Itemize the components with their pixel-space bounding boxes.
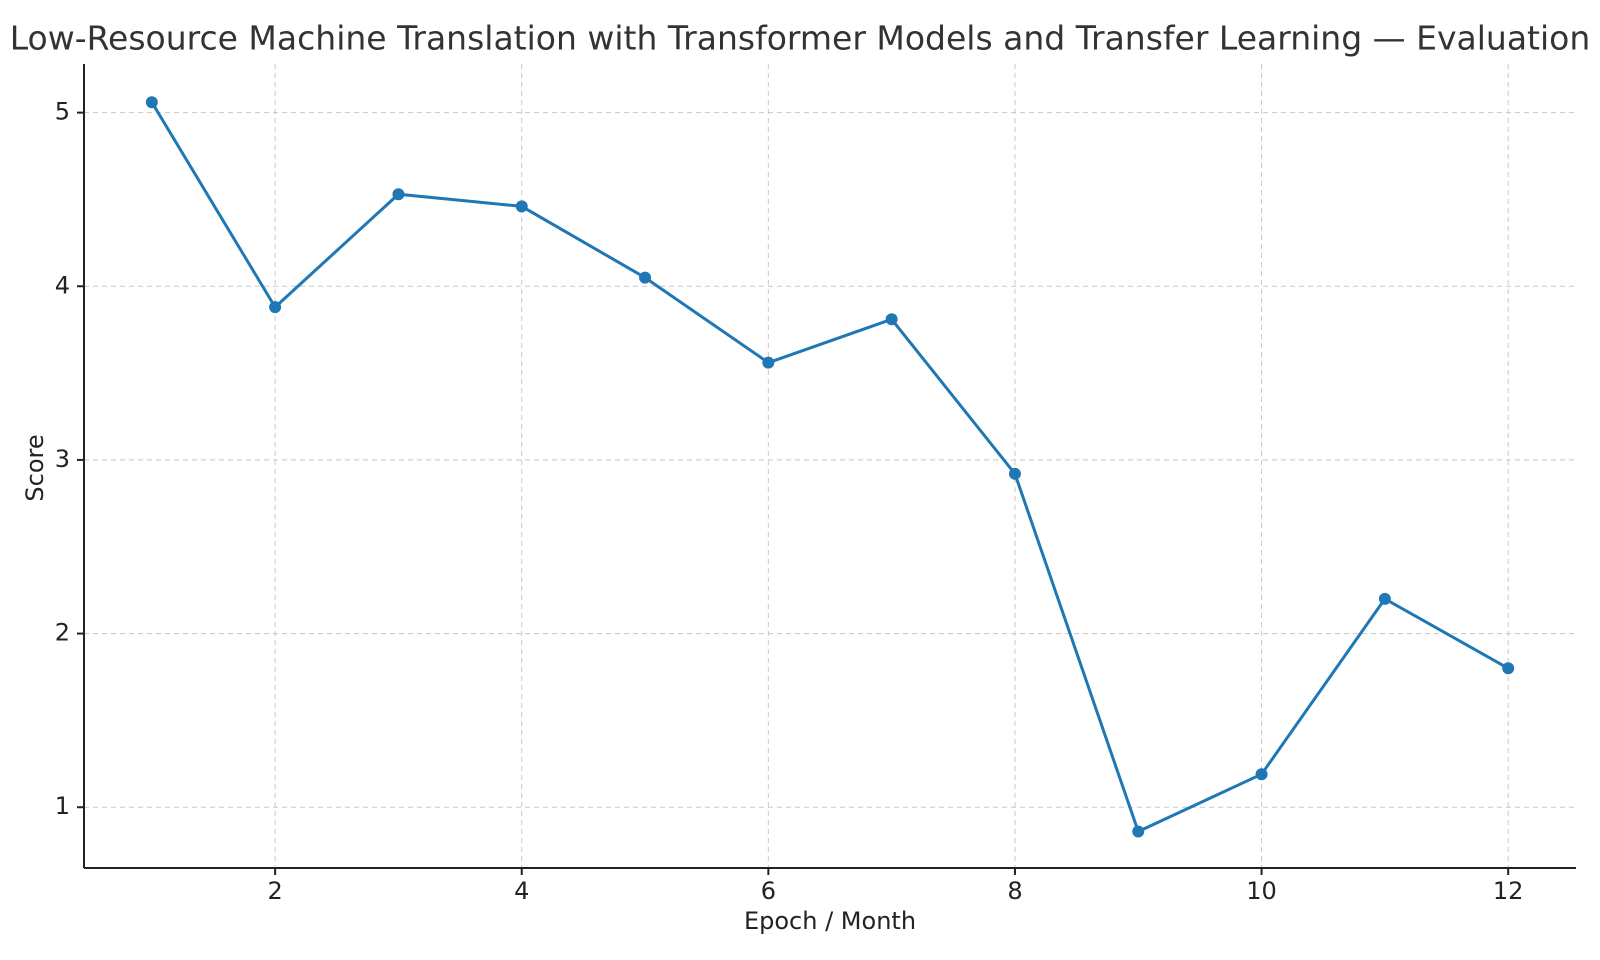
point — [269, 301, 282, 314]
y-tick-label: 5 — [55, 98, 70, 126]
point — [1255, 768, 1268, 781]
y-tick-label: 2 — [55, 619, 70, 647]
x-tick-label: 12 — [1493, 877, 1524, 905]
x-tick-label: 10 — [1246, 877, 1277, 905]
x-tick-label: 8 — [1007, 877, 1022, 905]
line — [150, 101, 1509, 834]
point — [885, 313, 898, 326]
x-tick-label: 2 — [267, 877, 282, 905]
point — [145, 96, 158, 109]
point — [639, 271, 652, 284]
y-tick-label: 3 — [55, 445, 70, 473]
x-tick-label: 4 — [514, 877, 529, 905]
point — [762, 356, 775, 369]
point — [1502, 662, 1515, 675]
point — [1378, 592, 1391, 605]
point — [1132, 825, 1145, 838]
y-axis-label: Score — [21, 434, 49, 501]
point — [515, 200, 528, 213]
x-tick-label: 6 — [761, 877, 776, 905]
x-axis-label: Epoch / Month — [744, 907, 916, 935]
y-tick-label: 1 — [55, 792, 70, 820]
point — [1008, 467, 1021, 480]
chart-title: Low-Resource Machine Translation with Tr… — [10, 19, 1591, 58]
y-tick-label: 4 — [55, 271, 70, 299]
point — [392, 188, 405, 201]
